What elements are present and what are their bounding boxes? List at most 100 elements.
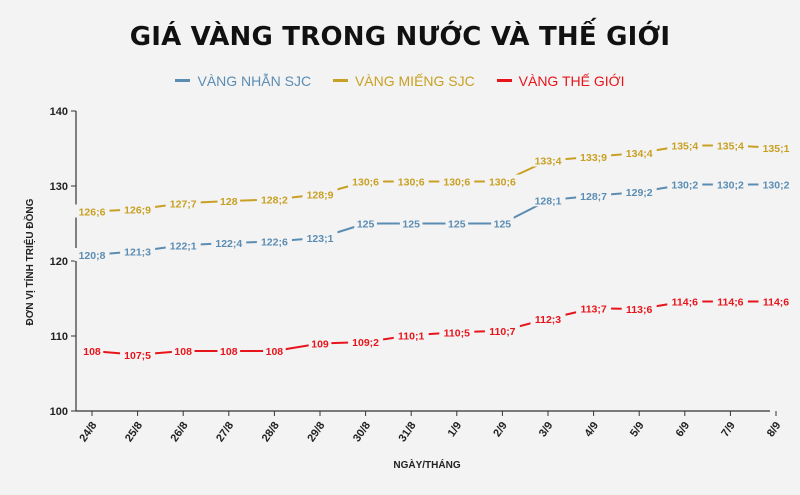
legend-label-mieng-sjc: VÀNG MIẾNG SJC [354, 72, 475, 89]
data-label: 125 [494, 219, 512, 231]
data-label-bg [217, 194, 241, 207]
data-label-bg [302, 187, 338, 201]
data-label-bg [80, 344, 104, 357]
data-label-bg [165, 238, 201, 252]
data-label-bg [263, 344, 286, 357]
data-label-bg [171, 344, 195, 357]
data-label: 130;6 [352, 177, 379, 189]
data-label: 109 [311, 339, 329, 351]
data-label-bg [712, 294, 748, 308]
data-label: 114;6 [672, 297, 698, 309]
data-label: 110;1 [398, 330, 424, 342]
data-label-bg [439, 325, 475, 339]
data-label: 128;9 [307, 189, 334, 201]
data-label: 108 [174, 346, 192, 358]
chart-title: GIÁ VÀNG TRONG NƯỚC VÀ THẾ GIỚI [129, 22, 671, 52]
data-label: 114;6 [763, 297, 789, 309]
x-tick-label: 24/8 [77, 420, 99, 444]
data-label: 109;2 [352, 337, 379, 349]
legend-swatch-the-gioi [496, 79, 512, 82]
legend-item-the-gioi: VÀNG THẾ GIỚI [496, 73, 625, 89]
data-label: 130;6 [489, 177, 516, 189]
data-label-bg [120, 202, 156, 216]
data-label: 129;2 [626, 187, 653, 199]
data-label: 130;2 [763, 180, 790, 192]
y-axis-label: ĐƠN VỊ TÍNH TRIỆU ĐỒNG [23, 198, 36, 325]
data-label: 128;7 [580, 191, 607, 203]
data-label-bg [530, 311, 566, 325]
data-label-bg [621, 146, 657, 159]
data-label: 122;6 [261, 237, 288, 249]
data-label: 108 [83, 346, 101, 358]
data-label-bg [758, 294, 794, 308]
data-label: 134;4 [626, 148, 653, 160]
data-label: 107;5 [124, 350, 151, 362]
data-label: 108 [220, 346, 238, 358]
data-label-bg [712, 138, 748, 152]
y-tick-label: 100 [50, 406, 68, 418]
data-label-bg [211, 236, 247, 249]
data-label-bg [399, 216, 423, 230]
data-label-bg [576, 188, 612, 202]
data-label: 120;8 [79, 250, 106, 262]
data-label-bg [621, 302, 657, 315]
data-label-bg [576, 149, 612, 163]
data-label-bg [576, 301, 612, 315]
series-line-2 [91, 300, 776, 356]
data-label: 113;6 [626, 304, 652, 316]
series-line-0 [91, 183, 776, 256]
data-label-bg [354, 216, 377, 230]
data-label-bg [348, 335, 384, 348]
legend: VÀNG NHẪN SJC VÀNG MIẾNG SJC VÀNG THẾ GI… [0, 69, 800, 89]
data-label-bg [120, 347, 156, 361]
data-label: 128;1 [535, 195, 562, 207]
legend-item-nhan-sjc: VÀNG NHẪN SJC [175, 73, 311, 89]
data-label: 125 [402, 219, 420, 231]
x-tick-label: 26/8 [169, 420, 191, 444]
data-label: 121;3 [124, 246, 151, 258]
data-label-bg [74, 204, 110, 218]
data-label-bg [302, 230, 338, 244]
legend-label-nhan-sjc: VÀNG NHẪN SJC [197, 72, 312, 89]
data-label: 128 [220, 196, 238, 208]
data-label: 122;1 [170, 240, 197, 252]
y-tick-label: 130 [50, 181, 68, 193]
data-label-bg [348, 174, 384, 188]
x-tick-label: 29/8 [305, 420, 327, 444]
data-label-bg [439, 174, 475, 188]
data-label: 126;6 [79, 207, 106, 219]
x-tick-label: 6/9 [674, 420, 693, 439]
x-tick-label: 27/8 [214, 420, 236, 444]
data-label-bg [667, 294, 703, 308]
series-line-1 [91, 144, 777, 213]
data-label-bg [484, 323, 520, 337]
data-label: 114;6 [717, 297, 743, 309]
data-label: 123;1 [307, 233, 334, 245]
data-label: 130;6 [398, 177, 425, 189]
data-label: 113;7 [580, 303, 606, 315]
data-label: 125 [448, 219, 466, 231]
data-label-bg [393, 328, 429, 342]
legend-item-mieng-sjc: VÀNG MIẾNG SJC [332, 72, 475, 89]
data-label: 127;7 [170, 198, 197, 210]
data-label: 110;5 [444, 327, 470, 339]
x-tick-label: 7/9 [719, 420, 738, 439]
data-label: 133;9 [580, 152, 607, 164]
data-label: 135;1 [763, 143, 790, 155]
data-label-bg [491, 216, 514, 230]
data-label: 133;4 [535, 156, 562, 168]
data-label: 128;2 [261, 195, 288, 207]
data-label-bg [621, 185, 657, 198]
data-label: 135;4 [717, 141, 744, 153]
data-label: 108 [266, 346, 284, 358]
data-label-bg [758, 177, 794, 191]
data-label-bg [667, 138, 703, 152]
x-tick-label: 1/9 [446, 420, 465, 439]
x-tick-label: 8/9 [765, 420, 784, 439]
x-tick-label: 28/8 [260, 420, 282, 444]
y-tick-label: 140 [50, 106, 68, 118]
data-label-bg [256, 234, 292, 248]
data-label-bg [308, 336, 332, 350]
